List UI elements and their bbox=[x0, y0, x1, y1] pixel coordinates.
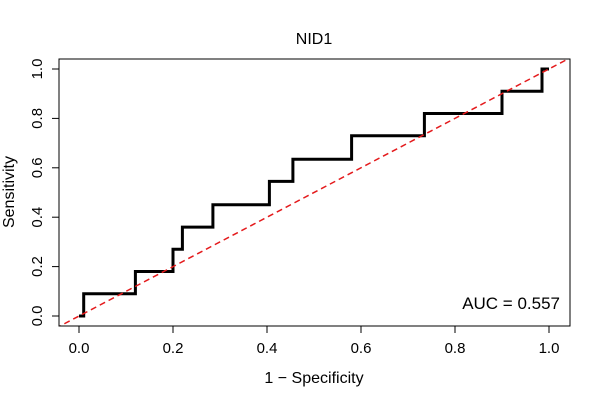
y-tick-label: 1.0 bbox=[29, 59, 46, 80]
x-axis-label: 1 − Specificity bbox=[264, 370, 363, 387]
series-layer bbox=[59, 59, 570, 326]
reference-diagonal-line bbox=[59, 59, 570, 326]
y-tick-label: 0.0 bbox=[29, 306, 46, 327]
y-tick-label: 0.6 bbox=[29, 157, 46, 178]
chart-title: NID1 bbox=[296, 31, 333, 48]
x-tick-label: 1.0 bbox=[539, 340, 560, 357]
y-axis: 0.0 0.2 0.4 0.6 0.8 1.0 bbox=[29, 59, 60, 327]
x-tick-label: 0.6 bbox=[351, 340, 372, 357]
x-tick-label: 0.8 bbox=[445, 340, 466, 357]
auc-annotation: AUC = 0.557 bbox=[462, 294, 560, 313]
y-tick-label: 0.8 bbox=[29, 108, 46, 129]
y-tick-label: 0.4 bbox=[29, 207, 46, 228]
x-axis: 0.0 0.2 0.4 0.6 0.8 1.0 bbox=[69, 325, 560, 357]
x-tick-label: 0.4 bbox=[257, 340, 278, 357]
x-tick-label: 0.2 bbox=[163, 340, 184, 357]
y-axis-label: Sensitivity bbox=[1, 156, 18, 228]
x-tick-label: 0.0 bbox=[69, 340, 90, 357]
y-tick-label: 0.2 bbox=[29, 256, 46, 277]
roc-curve-line bbox=[79, 67, 549, 318]
